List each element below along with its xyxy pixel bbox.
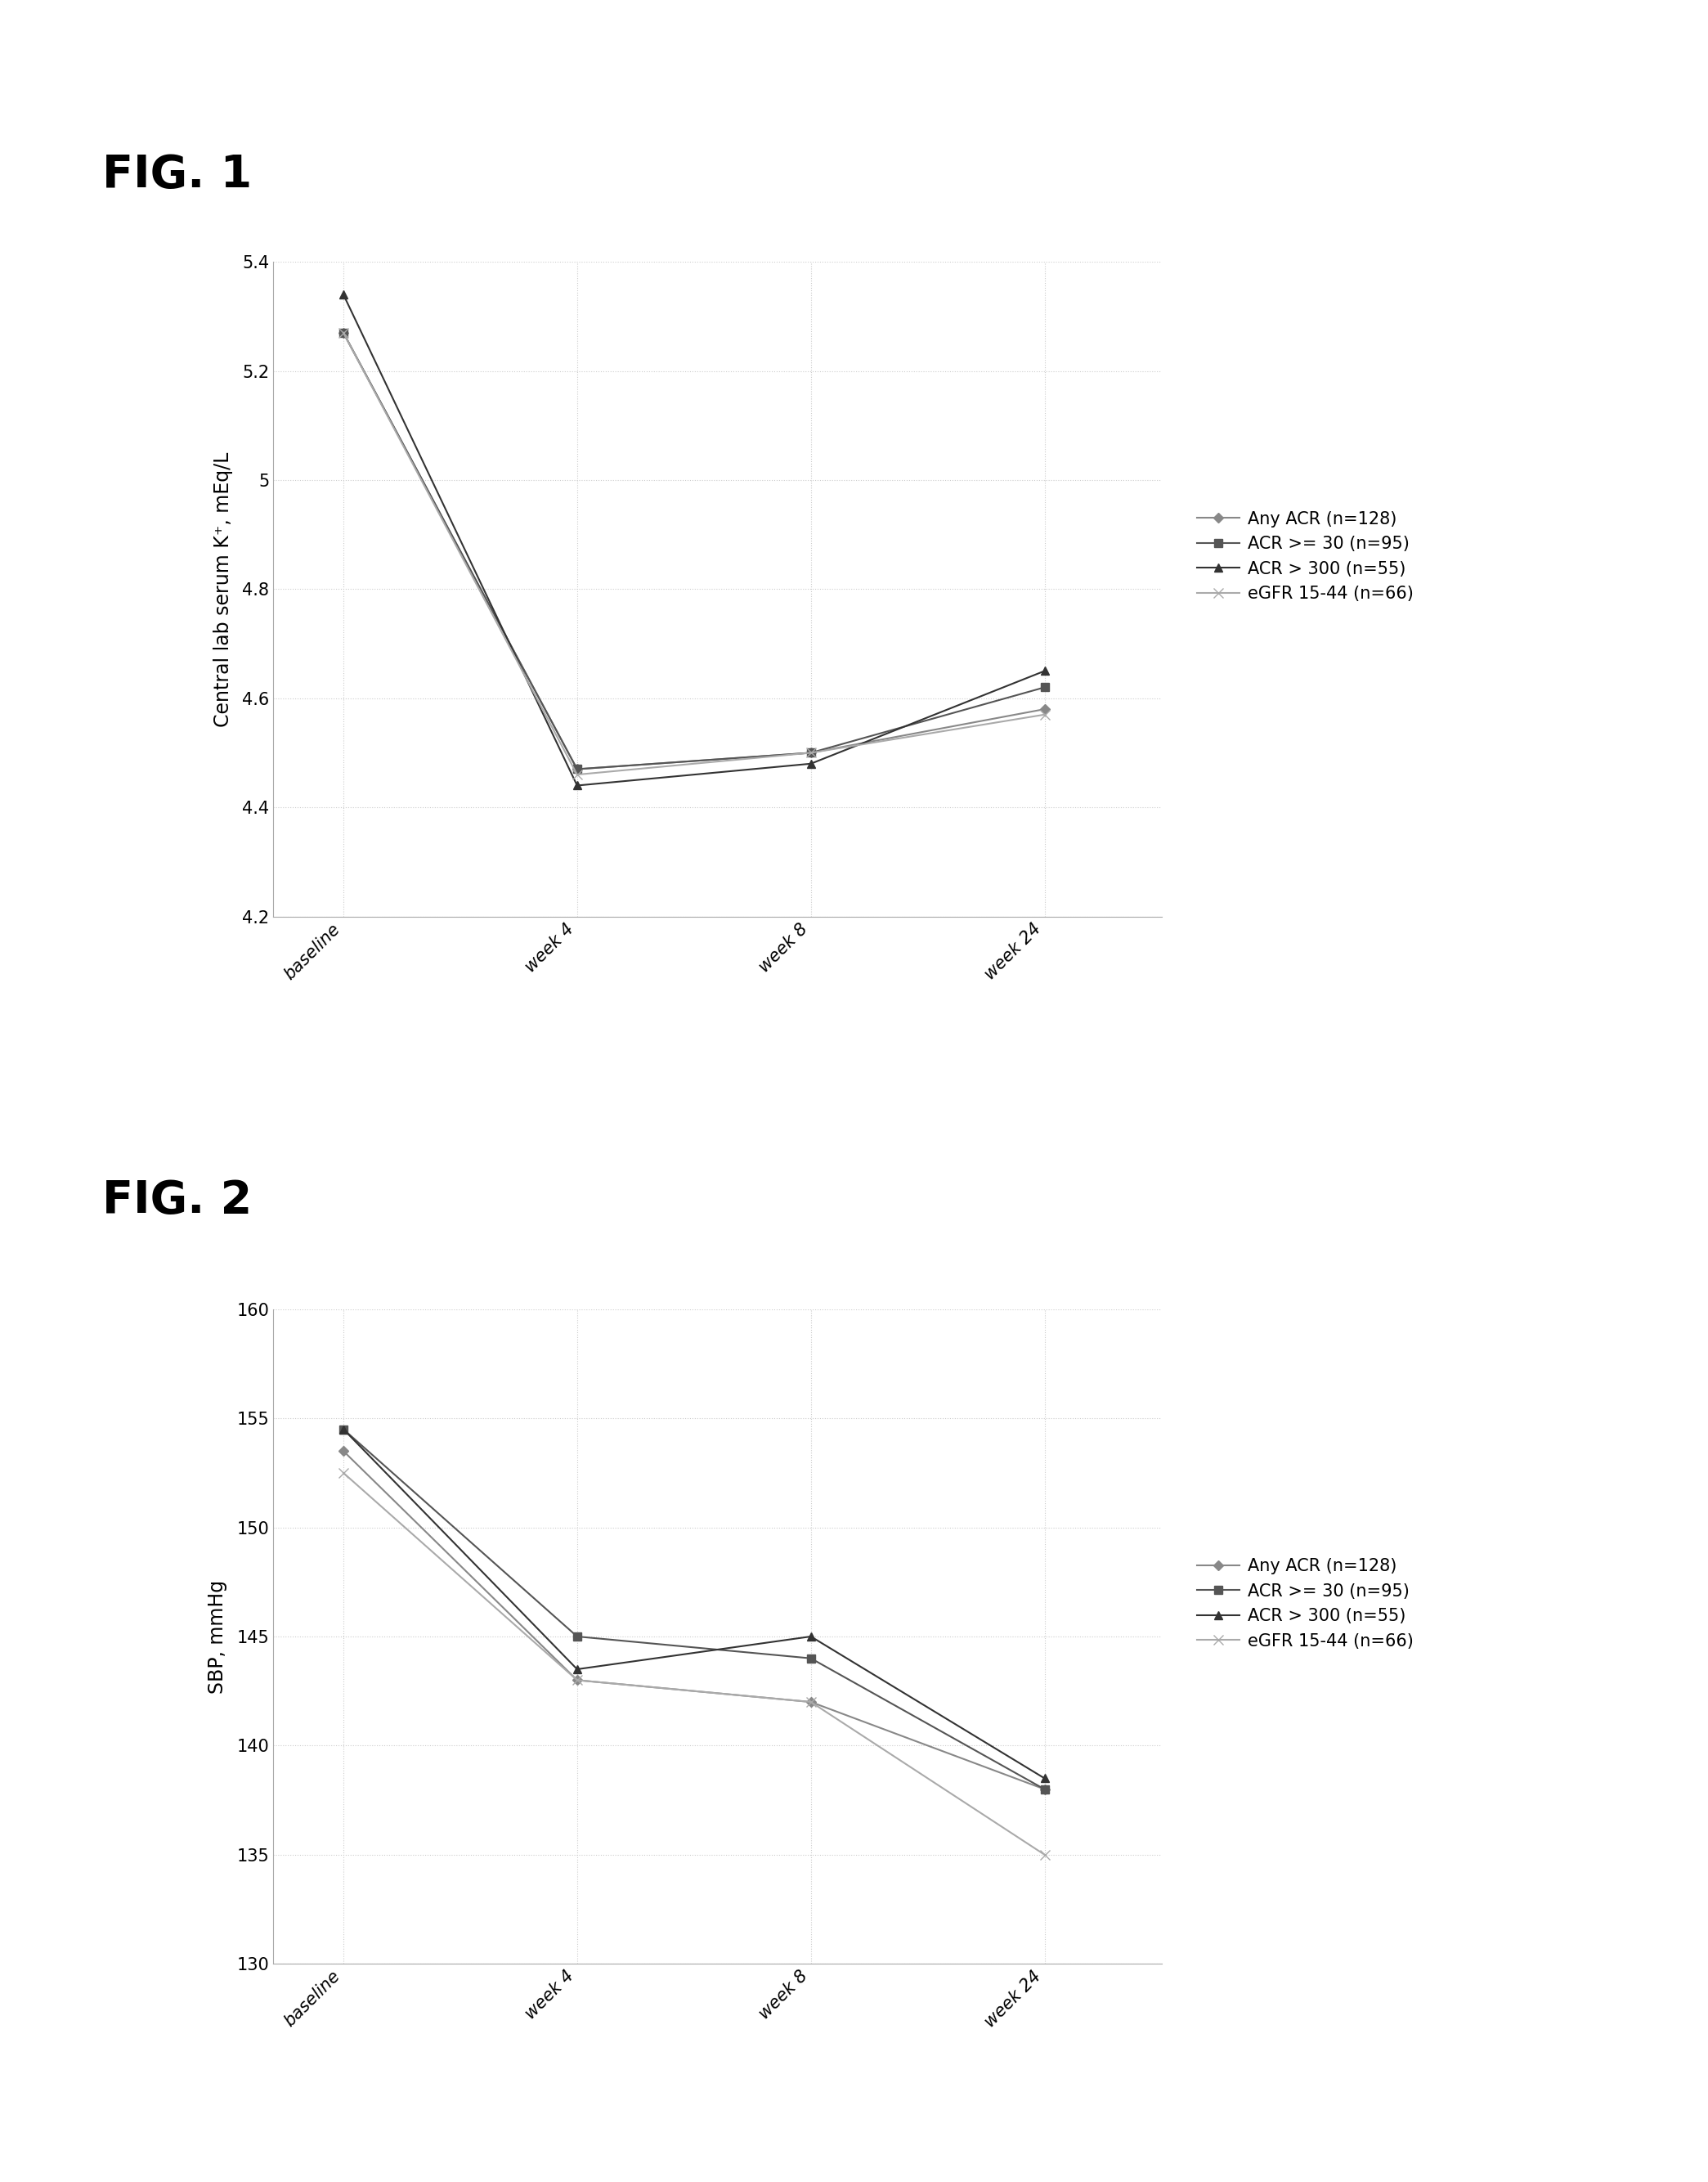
Any ACR (n=128) (801, 1689, 822, 1715)
Y-axis label: Central lab serum K⁺, mEq/L: Central lab serum K⁺, mEq/L (214, 452, 232, 727)
Any ACR (n=128) (1035, 1776, 1056, 1802)
Y-axis label: SBP, mmHg: SBP, mmHg (208, 1580, 227, 1693)
ACR >= 30 (n=95) (1035, 674, 1056, 700)
eGFR 15-44 (n=66) (1035, 703, 1056, 729)
Line: eGFR 15-44 (n=66): eGFR 15-44 (n=66) (338, 327, 1049, 779)
ACR > 300 (n=55) (567, 1656, 588, 1682)
Line: ACR >= 30 (n=95): ACR >= 30 (n=95) (340, 1425, 1049, 1794)
Line: Any ACR (n=128): Any ACR (n=128) (340, 1447, 1049, 1794)
ACR > 300 (n=55) (333, 1416, 354, 1442)
eGFR 15-44 (n=66) (1035, 1842, 1056, 1868)
Any ACR (n=128) (801, 740, 822, 766)
eGFR 15-44 (n=66) (801, 740, 822, 766)
ACR > 300 (n=55) (1035, 659, 1056, 685)
Any ACR (n=128) (567, 1667, 588, 1693)
Any ACR (n=128) (1035, 696, 1056, 722)
ACR >= 30 (n=95) (567, 1623, 588, 1650)
Legend: Any ACR (n=128), ACR >= 30 (n=95), ACR > 300 (n=55), eGFR 15-44 (n=66): Any ACR (n=128), ACR >= 30 (n=95), ACR >… (1197, 511, 1414, 602)
ACR >= 30 (n=95) (567, 757, 588, 783)
ACR >= 30 (n=95) (801, 1645, 822, 1671)
ACR > 300 (n=55) (801, 1623, 822, 1650)
Text: FIG. 1: FIG. 1 (102, 153, 253, 196)
eGFR 15-44 (n=66) (333, 321, 354, 347)
Text: FIG. 2: FIG. 2 (102, 1178, 253, 1222)
eGFR 15-44 (n=66) (567, 1667, 588, 1693)
Any ACR (n=128) (567, 757, 588, 783)
eGFR 15-44 (n=66) (801, 1689, 822, 1715)
ACR > 300 (n=55) (801, 751, 822, 777)
Any ACR (n=128) (333, 1438, 354, 1464)
ACR >= 30 (n=95) (1035, 1776, 1056, 1802)
Line: Any ACR (n=128): Any ACR (n=128) (340, 329, 1049, 772)
Line: ACR >= 30 (n=95): ACR >= 30 (n=95) (340, 329, 1049, 772)
Legend: Any ACR (n=128), ACR >= 30 (n=95), ACR > 300 (n=55), eGFR 15-44 (n=66): Any ACR (n=128), ACR >= 30 (n=95), ACR >… (1197, 1558, 1414, 1650)
Any ACR (n=128) (333, 321, 354, 347)
eGFR 15-44 (n=66) (333, 1460, 354, 1486)
ACR > 300 (n=55) (333, 281, 354, 308)
Line: eGFR 15-44 (n=66): eGFR 15-44 (n=66) (338, 1468, 1049, 1859)
ACR > 300 (n=55) (567, 772, 588, 799)
Line: ACR > 300 (n=55): ACR > 300 (n=55) (340, 290, 1049, 790)
ACR >= 30 (n=95) (333, 1416, 354, 1442)
eGFR 15-44 (n=66) (567, 762, 588, 788)
ACR >= 30 (n=95) (801, 740, 822, 766)
ACR >= 30 (n=95) (333, 321, 354, 347)
Line: ACR > 300 (n=55): ACR > 300 (n=55) (340, 1425, 1049, 1783)
ACR > 300 (n=55) (1035, 1765, 1056, 1791)
